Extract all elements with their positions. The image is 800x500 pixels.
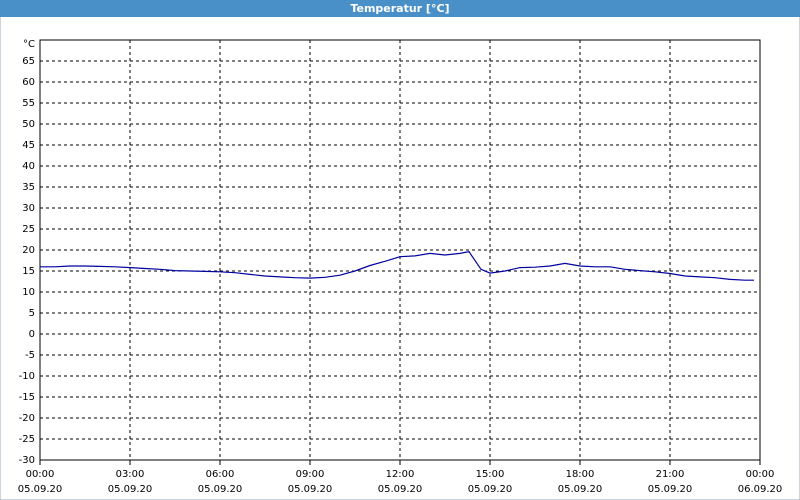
data-line xyxy=(40,251,754,281)
y-tick-label: 25 xyxy=(22,224,35,235)
y-tick-label: -30 xyxy=(19,455,35,466)
y-tick-label: 5 xyxy=(29,308,35,319)
y-axis-label: °C xyxy=(23,39,35,50)
x-tick-date: 05.09.20 xyxy=(378,484,423,495)
y-tick-label: 10 xyxy=(22,287,35,298)
x-tick-date: 05.09.20 xyxy=(558,484,603,495)
x-tick-label: 09:00 xyxy=(296,469,325,480)
y-tick-label: -15 xyxy=(19,392,35,403)
x-tick-date: 05.09.20 xyxy=(18,484,63,495)
y-tick-label: -20 xyxy=(19,413,35,424)
x-tick-date: 05.09.20 xyxy=(198,484,243,495)
x-tick-label: 18:00 xyxy=(566,469,595,480)
x-tick-label: 03:00 xyxy=(116,469,145,480)
x-tick-label: 21:00 xyxy=(656,469,685,480)
y-tick-label: -25 xyxy=(19,434,35,445)
y-tick-label: 0 xyxy=(29,329,35,340)
y-tick-label: -5 xyxy=(25,350,35,361)
y-tick-label: 20 xyxy=(22,245,35,256)
y-tick-label: 50 xyxy=(22,119,35,130)
x-tick-date: 05.09.20 xyxy=(468,484,513,495)
y-tick-label: 30 xyxy=(22,203,35,214)
title-bar xyxy=(0,0,800,17)
x-tick-date: 05.09.20 xyxy=(648,484,693,495)
plot-frame xyxy=(39,39,761,461)
x-tick-date: 05.09.20 xyxy=(108,484,153,495)
x-tick-label: 06:00 xyxy=(206,469,235,480)
y-tick-label: 40 xyxy=(22,161,35,172)
y-tick-label: 45 xyxy=(22,140,35,151)
chart-title: Temperatur [°C] xyxy=(350,2,449,15)
y-tick-label: -10 xyxy=(19,371,35,382)
y-tick-label: 65 xyxy=(22,56,35,67)
y-tick-label: 60 xyxy=(22,77,35,88)
y-tick-label: 35 xyxy=(22,182,35,193)
y-tick-label: 55 xyxy=(22,98,35,109)
x-tick-label: 12:00 xyxy=(386,469,415,480)
x-tick-label: 00:00 xyxy=(746,469,775,480)
x-tick-label: 00:00 xyxy=(26,469,55,480)
x-tick-date: 06.09.20 xyxy=(738,484,783,495)
x-tick-date: 05.09.20 xyxy=(288,484,333,495)
y-tick-label: 15 xyxy=(22,266,35,277)
x-tick-label: 15:00 xyxy=(476,469,505,480)
